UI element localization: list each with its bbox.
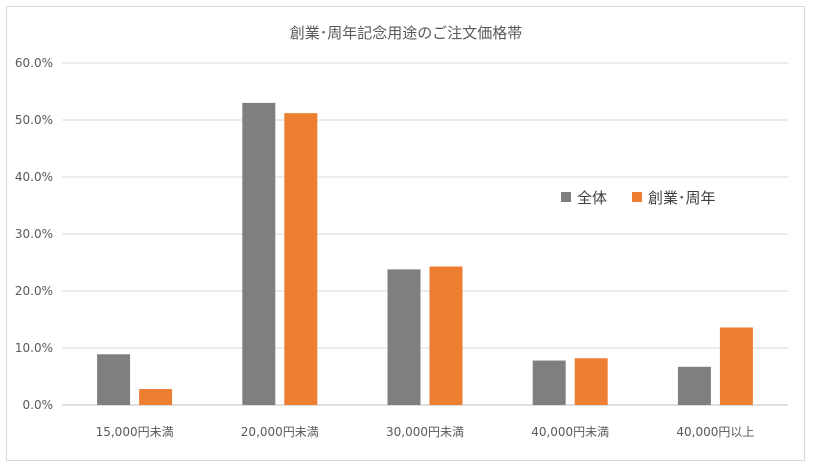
bar-overall bbox=[97, 354, 131, 405]
bar-anniversary bbox=[284, 113, 318, 405]
bar-anniversary bbox=[574, 358, 608, 405]
y-tick-label: 10.0% bbox=[15, 341, 53, 355]
x-tick-label: 40,000円未満 bbox=[531, 425, 609, 439]
bar-anniversary bbox=[719, 327, 753, 405]
x-axis-ticks: 15,000円未満 20,000円未満 30,000円未満 40,000円未満 40,0… bbox=[96, 425, 755, 439]
y-tick-label: 20.0% bbox=[15, 284, 53, 298]
x-tick-label: 20,000円未満 bbox=[241, 425, 319, 439]
legend-swatch bbox=[632, 192, 642, 202]
legend-label: 全体 bbox=[577, 189, 607, 207]
gridlines bbox=[62, 62, 788, 406]
y-tick-label: 50.0% bbox=[15, 113, 53, 127]
bar-anniversary bbox=[429, 266, 463, 405]
y-tick-label: 40.0% bbox=[15, 170, 53, 184]
x-tick-label: 30,000円未満 bbox=[386, 425, 464, 439]
bars bbox=[97, 102, 753, 406]
bar-overall bbox=[532, 360, 566, 405]
legend: 全体 創業･周年 bbox=[561, 189, 716, 207]
legend-swatch bbox=[561, 192, 571, 202]
y-tick-label: 30.0% bbox=[15, 227, 53, 241]
legend-label: 創業･周年 bbox=[648, 189, 716, 207]
bar-overall bbox=[677, 366, 711, 405]
bar-overall bbox=[242, 102, 276, 406]
y-tick-label: 0.0% bbox=[23, 398, 54, 412]
y-axis-ticks: 0.0% 10.0% 20.0% 30.0% 40.0% 50.0% 60.0% bbox=[15, 56, 53, 412]
bar-overall bbox=[387, 269, 421, 405]
x-tick-label: 40,000円以上 bbox=[676, 425, 754, 439]
x-tick-label: 15,000円未満 bbox=[96, 425, 174, 439]
chart-title: 創業･周年記念用途のご注文価格帯 bbox=[290, 24, 523, 42]
y-tick-label: 60.0% bbox=[15, 56, 53, 70]
bar-anniversary bbox=[139, 389, 173, 405]
